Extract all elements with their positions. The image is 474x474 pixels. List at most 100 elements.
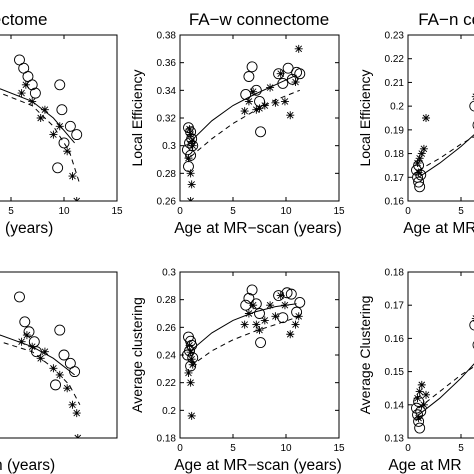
star-point [249,301,258,310]
star-point [422,390,431,399]
fit-line-solid [0,334,75,376]
star-point [276,69,285,78]
star-point [255,326,264,335]
y-tick-label: 0.22 [385,54,405,65]
star-point [286,330,295,339]
y-tick-label: 0.14 [385,400,405,411]
y-tick-label: 0.28 [157,169,177,180]
plot-area [181,44,306,201]
y-tick-label: 0.36 [157,58,177,69]
star-point [184,368,193,377]
x-tick-label: 5 [8,206,14,217]
y-tick-label: 0.34 [157,86,177,97]
star-point [186,169,195,178]
y-tick-label: 0.19 [385,125,405,136]
fit-line-solid [418,134,474,178]
circle-point [184,137,195,149]
star-point [187,355,196,364]
circle-point [58,349,70,361]
star-point [414,168,423,177]
star-point [187,137,196,146]
y-tick-label: 0.16 [385,197,405,208]
circle-point [255,337,267,348]
x-tick-label: 5 [230,443,236,454]
star-point [271,312,280,321]
star-point [415,154,424,163]
y-tick-label: 0.21 [385,78,405,89]
circle-point [185,149,197,161]
panel-2: 0 5 10 15 0.26 0.28 0.3 0.32 0.34 0.36 0.38 FA−w co… [129,10,345,237]
circle-point [183,160,194,172]
plot-area [0,54,84,222]
star-point [186,348,195,357]
x-tick-label: 5 [458,443,464,454]
circle-point [291,306,303,318]
x-axis-label: Age at MR−scan (years) [174,457,342,474]
circle-point [277,312,289,324]
star-point [240,320,249,329]
y-tick-label: 0.26 [157,323,177,334]
panel-title: r connectome [0,10,48,29]
star-point [17,89,26,98]
axes-box [407,34,474,202]
y-tick-label: 0.23 [385,31,405,42]
star-point [36,114,45,122]
y-tick-label: 0.38 [157,31,177,42]
x-tick-label: 15 [111,206,123,217]
star-point [260,316,269,325]
star-point [276,291,285,300]
star-point [72,409,81,418]
star-point [187,180,196,189]
circle-point [472,121,474,129]
y-tick-label: 0.17 [385,301,405,312]
y-axis-label: Local Efficiency [357,69,373,166]
fit-line-dashed [418,366,474,409]
circle-point [411,402,422,414]
circle-point [469,100,474,112]
panel-4: MR−scan (years) [0,271,118,474]
panel-5: 0 5 10 15 0.18 0.2 0.22 0.24 0.26 0.28 0.3 Age at M… [129,268,345,474]
star-point [280,97,289,106]
y-tick-label: 0.3 [162,141,176,152]
star-point [21,80,30,89]
axes-box [179,34,340,202]
circle-point [469,319,474,331]
star-point [185,341,194,350]
fit-line-dashed [0,341,81,406]
y-tick-label: 0.15 [385,367,405,378]
star-point [184,154,193,163]
circle-point [58,137,70,149]
circle-point [254,308,265,319]
x-tick-label: 10 [280,206,292,217]
plot-area [0,291,82,438]
star-point [187,411,196,420]
circle-point [285,288,297,300]
y-tick-label: 0.32 [157,114,177,125]
circle-point [71,129,83,141]
circle-point [246,284,258,296]
star-point [63,384,72,393]
circle-point [14,291,25,303]
y-axis-label: Local Efficiency [129,69,145,166]
axes-box [407,271,474,439]
x-tick-label: 15 [333,206,345,217]
star-point [271,98,280,107]
star-point [252,320,261,329]
star-point [286,111,295,120]
x-tick-label: 15 [333,443,345,454]
star-point [291,78,300,87]
plot-area [181,284,306,420]
star-point [76,214,84,222]
x-tick-label: 0 [405,443,411,454]
fit-line-dashed [190,315,300,367]
circle-point [414,422,426,434]
y-tick-label: 0.2 [162,406,176,417]
y-axis-label: Average clustering [129,297,145,413]
y-tick-label: 0.2 [390,102,404,113]
axes-box [0,34,118,202]
x-axis-label: Age at MR [388,457,461,474]
y-tick-label: 0.18 [157,434,177,445]
x-tick-label: 0 [405,206,411,217]
star-point [72,197,81,201]
